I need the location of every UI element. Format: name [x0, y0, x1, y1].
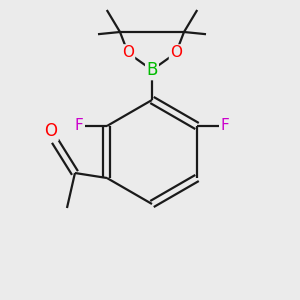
Text: F: F — [75, 118, 83, 134]
Text: F: F — [221, 118, 230, 134]
Text: O: O — [170, 45, 182, 60]
Text: O: O — [122, 45, 134, 60]
Text: O: O — [44, 122, 58, 140]
Text: B: B — [146, 61, 158, 79]
